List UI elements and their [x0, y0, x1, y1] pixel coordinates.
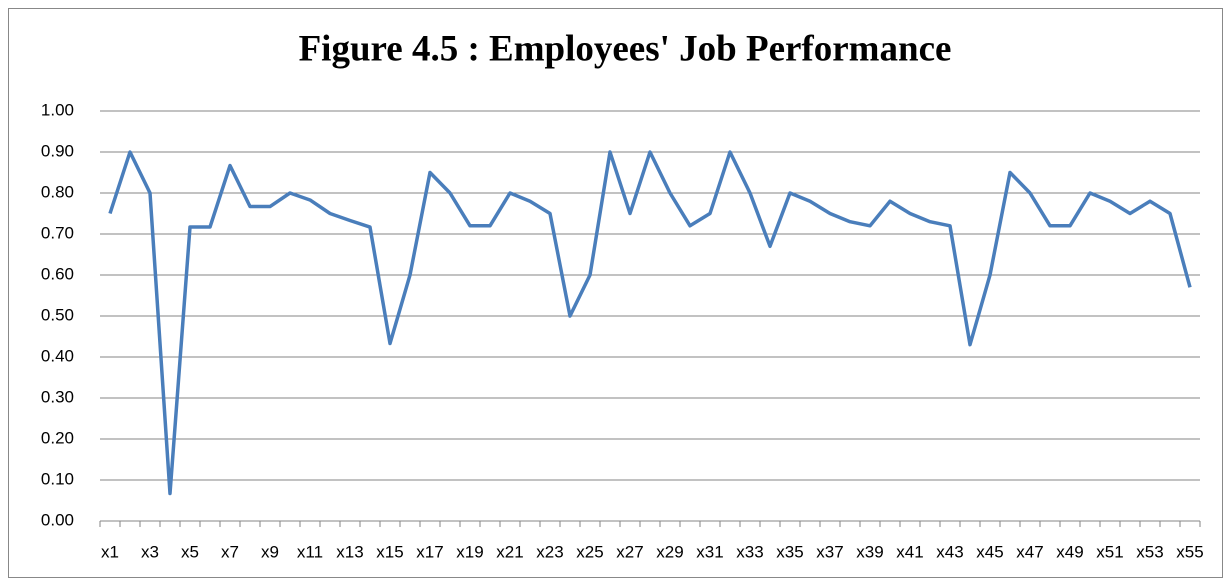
y-tick-label: 0.60 [41, 264, 74, 283]
x-tick-label: x53 [1136, 542, 1163, 561]
y-tick-label: 0.90 [41, 141, 74, 160]
y-tick-label: 0.40 [41, 346, 74, 365]
chart-border [8, 8, 1223, 578]
x-tick-label: x23 [536, 542, 563, 561]
x-tick-label: x25 [576, 542, 603, 561]
x-tick-label: x37 [816, 542, 843, 561]
x-tick-label: x17 [416, 542, 443, 561]
x-tick-label: x15 [376, 542, 403, 561]
x-tick-label: x5 [181, 542, 199, 561]
x-tick-label: x35 [776, 542, 803, 561]
x-tick-label: x51 [1096, 542, 1123, 561]
x-tick-label: x3 [141, 542, 159, 561]
x-tick-label: x9 [261, 542, 279, 561]
y-tick-label: 0.50 [41, 305, 74, 324]
y-tick-label: 0.80 [41, 182, 74, 201]
y-tick-label: 1.00 [41, 100, 74, 119]
x-tick-label: x43 [936, 542, 963, 561]
chart-title: Figure 4.5 : Employees' Job Performance [299, 28, 952, 69]
x-tick-label: x1 [101, 542, 119, 561]
x-tick-label: x31 [696, 542, 723, 561]
y-tick-label: 0.20 [41, 428, 74, 447]
x-tick-label: x49 [1056, 542, 1083, 561]
x-tick-label: x33 [736, 542, 763, 561]
x-tick-label: x11 [297, 542, 323, 561]
x-tick-label: x19 [456, 542, 483, 561]
x-tick-label: x45 [976, 542, 1003, 561]
x-tick-label: x27 [616, 542, 643, 561]
x-tick-label: x39 [856, 542, 883, 561]
y-tick-label: 0.30 [41, 387, 74, 406]
y-tick-label: 0.10 [41, 469, 74, 488]
x-tick-label: x47 [1016, 542, 1043, 561]
x-tick-label: x55 [1176, 542, 1203, 561]
x-tick-label: x13 [336, 542, 363, 561]
y-tick-label: 0.70 [41, 223, 74, 242]
x-tick-label: x29 [656, 542, 683, 561]
data-line [108, 150, 1192, 496]
y-tick-label: 0.00 [41, 510, 74, 529]
x-tick-label: x41 [896, 542, 923, 561]
x-tick-label: x7 [221, 542, 239, 561]
x-tick-label: x21 [496, 542, 523, 561]
